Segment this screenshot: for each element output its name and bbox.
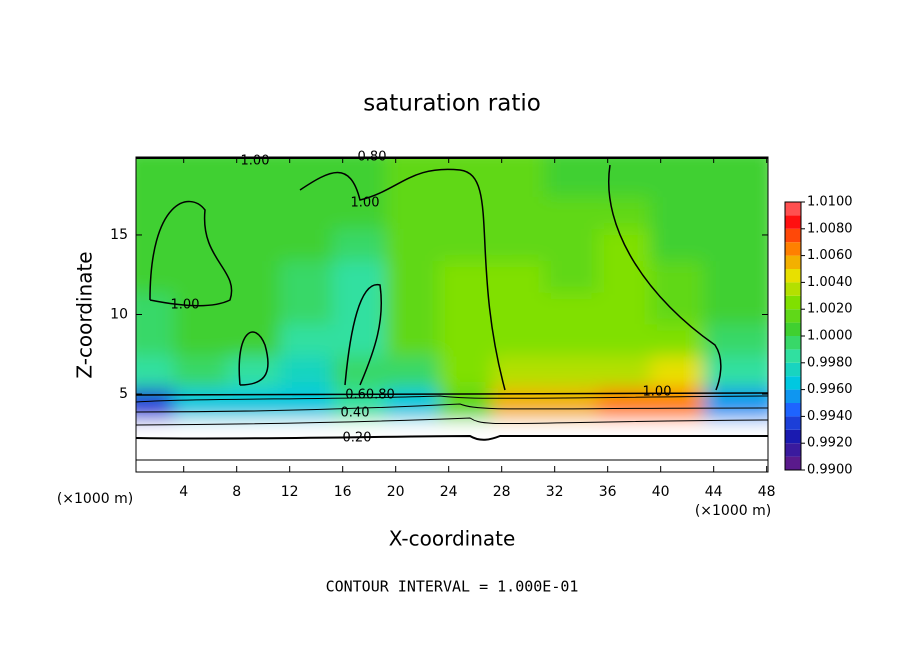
colorbar-swatch (785, 362, 801, 377)
x-unit-label: (×1000 m) (695, 503, 771, 519)
contour-line (136, 392, 768, 396)
colorbar-swatch (785, 242, 801, 256)
contour-line (608, 164, 722, 391)
field (136, 157, 768, 472)
colorbar-label: 0.9900 (807, 463, 853, 478)
colorbar-swatch (785, 376, 801, 390)
x-tick-label: 12 (281, 484, 299, 500)
colorbar-swatch (785, 255, 801, 269)
colorbar-swatch (785, 403, 801, 417)
colorbar-swatch (785, 309, 801, 323)
x-tick-label: 4 (179, 484, 188, 500)
y-unit-label: (×1000 m) (57, 491, 133, 507)
contour-line (136, 417, 768, 426)
colorbar-label: 1.0080 (807, 221, 853, 236)
colorbar-swatch (785, 443, 801, 457)
x-tick-label: 48 (758, 484, 776, 500)
contour-label: 0.40 (341, 406, 370, 421)
colorbar-swatch (785, 349, 801, 363)
colorbar-swatch (785, 228, 801, 243)
x-tick-label: 40 (652, 484, 670, 500)
contour-line (344, 284, 383, 386)
colorbar-label: 0.9940 (807, 409, 853, 424)
colorbar-swatch (785, 322, 801, 336)
chart-title: saturation ratio (363, 91, 541, 117)
colorbar-swatch (785, 456, 801, 470)
colorbar-swatch (785, 429, 801, 444)
colorbar-label: 1.0100 (807, 195, 853, 210)
y-tick-label: 15 (110, 227, 128, 243)
colorbar-swatch (785, 416, 801, 430)
contour-label: 1.00 (643, 385, 672, 400)
contour-label: 1.00 (351, 196, 380, 211)
x-tick-label: 36 (599, 484, 617, 500)
x-tick-label: 28 (493, 484, 511, 500)
contour-label: 1.00 (171, 298, 200, 313)
x-tick-label: 20 (387, 484, 405, 500)
colorbar: 0.9900 0.9920 0.9940 0.9960 0.9980 1.0000 1.00… (784, 195, 853, 478)
contour-line (136, 434, 768, 441)
y-tick-label: 10 (110, 307, 128, 323)
colorbar-swatch (785, 215, 801, 229)
colorbar-label: 0.9980 (807, 355, 853, 370)
colorbar-swatch (785, 282, 801, 296)
cell (703, 157, 768, 198)
contour-line (299, 168, 506, 391)
x-tick-label: 44 (705, 484, 723, 500)
footnote: CONTOUR INTERVAL = 1.000E-01 (326, 578, 579, 596)
contour-label: 0.20 (343, 431, 372, 446)
y-tick-label: 5 (119, 386, 128, 402)
colorbar-label: 0.9960 (807, 382, 853, 397)
colorbar-label: 1.0000 (807, 329, 853, 344)
colorbar-frame (784, 201, 802, 471)
contour-label: 0.80 (358, 150, 387, 165)
contour-label: 1.00 (241, 154, 270, 169)
colorbar-swatch (785, 202, 801, 216)
x-axis-label: X-coordinate (389, 527, 516, 551)
contour-line (238, 331, 269, 386)
y-axis-label: Z-coordinate (73, 251, 97, 378)
x-tick-label: 24 (440, 484, 458, 500)
colorbar-label: 1.0060 (807, 248, 853, 263)
contour-line (136, 403, 768, 413)
x-tick-label: 32 (546, 484, 564, 500)
colorbar-label: 1.0020 (807, 302, 853, 317)
colorbar-swatch (785, 269, 801, 283)
contour-label: 0.60.80 (345, 388, 395, 403)
contour-line (149, 200, 233, 307)
colorbar-label: 0.9920 (807, 436, 853, 451)
contours (136, 157, 768, 461)
contour-line (136, 395, 768, 403)
colorbar-swatch (785, 389, 801, 403)
x-tick-label: 16 (334, 484, 352, 500)
contour-labels: 1.00 0.80 1.00 1.00 0.60.80 0.40 0.20 1.… (171, 150, 672, 446)
x-tick-label: 8 (232, 484, 241, 500)
colorbar-swatch (785, 336, 801, 350)
colorbar-label: 1.0040 (807, 275, 853, 290)
colorbar-swatch (785, 295, 801, 310)
